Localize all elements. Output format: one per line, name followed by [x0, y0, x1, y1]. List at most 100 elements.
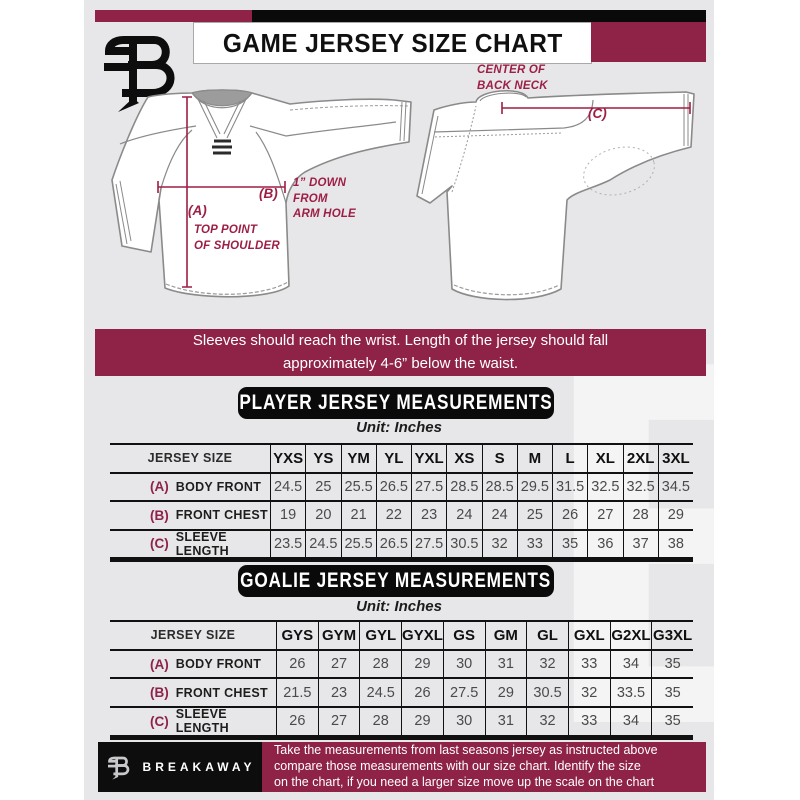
value-cell: 30.5: [446, 530, 482, 559]
row-label: SLEEVE LENGTH: [175, 708, 229, 736]
value-cell: 28: [359, 650, 402, 680]
value-cell: 32.5: [622, 473, 658, 502]
footer-line3: on the chart, if you need a larger size …: [274, 774, 655, 789]
value-cell: 32: [567, 679, 610, 709]
value-cell: 32.5: [587, 473, 623, 502]
size-header-cell: XS: [446, 445, 482, 474]
value-cell: 33: [567, 650, 610, 680]
fit-note-line2: approximately 4-6” below the waist.: [282, 354, 519, 372]
player-size-table: JERSEY SIZE YXS YS YM YL YXL XS S M L XL 2XL 3XL (A) B…: [110, 443, 693, 562]
size-header-cell: YS: [305, 445, 341, 474]
value-cell: 30: [442, 708, 485, 737]
value-cell: 25: [305, 473, 341, 502]
value-cell: 23: [317, 679, 360, 709]
row-label: BODY FRONT: [175, 657, 262, 672]
footer-line2: compare those measurements with our size…: [274, 759, 641, 774]
size-column-header: JERSEY SIZE: [110, 622, 276, 651]
size-header-cell: GYM: [317, 622, 360, 651]
value-cell: 27: [317, 650, 360, 680]
size-column-header: JERSEY SIZE: [110, 445, 270, 474]
value-cell: 29: [657, 502, 693, 531]
value-cell: 31.5: [552, 473, 588, 502]
value-cell: 25.5: [340, 473, 376, 502]
value-cell: 26: [552, 502, 588, 531]
goalie-unit-label: Unit: Inches: [356, 598, 442, 615]
footer-line1: Take the measurements from last seasons …: [274, 743, 658, 758]
value-cell: 27: [317, 708, 360, 737]
size-header-cell: GL: [526, 622, 568, 651]
size-header-cell: GXL: [567, 622, 610, 651]
value-cell: 29: [401, 650, 443, 680]
value-cell: 34.5: [657, 473, 693, 502]
row-label-cell: (A) BODY FRONT: [110, 474, 270, 502]
value-cell: 31: [484, 708, 527, 737]
size-header-cell: YXL: [411, 445, 447, 474]
front-jersey-diagram: [100, 86, 414, 314]
value-cell: 26.5: [375, 473, 411, 502]
value-cell: 28.5: [446, 473, 482, 502]
value-cell: 23.5: [270, 530, 306, 559]
fit-note-banner: Sleeves should reach the wrist. Length o…: [95, 329, 706, 376]
page-title: GAME JERSEY SIZE CHART: [222, 27, 563, 58]
row-label: SLEEVE LENGTH: [175, 530, 229, 558]
measure-c-key: (C): [588, 106, 607, 121]
row-label: BODY FRONT: [175, 479, 262, 494]
measure-a-key: (A): [188, 203, 207, 218]
row-key: (C): [150, 713, 169, 729]
brand-logo-icon: [90, 24, 198, 116]
size-header-cell: 3XL: [657, 445, 693, 474]
measure-c-note: CENTER OF BACK NECK: [477, 64, 548, 92]
value-cell: 29: [484, 679, 527, 709]
value-cell: 25.5: [340, 530, 376, 559]
size-header-cell: YM: [340, 445, 376, 474]
value-cell: 35: [552, 530, 588, 559]
size-header-cell: YL: [375, 445, 411, 474]
row-key: (A): [150, 656, 169, 672]
footer-brand-box: BREAKAWAY: [98, 742, 262, 792]
value-cell: 32: [526, 708, 568, 737]
value-cell: 28: [622, 502, 658, 531]
value-cell: 24: [446, 502, 482, 531]
value-cell: 30: [442, 650, 485, 680]
row-key: (C): [150, 536, 169, 552]
row-key: (A): [150, 479, 169, 495]
measure-b-note: 1” DOWN FROM ARM HOLE: [293, 177, 356, 221]
value-cell: 37: [622, 530, 658, 559]
row-label-cell: (B) FRONT CHEST: [110, 502, 270, 531]
value-cell: 25: [516, 502, 552, 531]
value-cell: 35: [651, 708, 693, 737]
header-black-bar: [252, 10, 706, 22]
measure-b-key: (B): [259, 186, 278, 201]
value-cell: 33: [516, 530, 552, 559]
size-header-cell: GM: [484, 622, 527, 651]
value-cell: 33.5: [609, 679, 652, 709]
size-header-cell: YXS: [270, 445, 306, 474]
value-cell: 24.5: [305, 530, 341, 559]
value-cell: 21: [340, 502, 376, 531]
row-label: FRONT CHEST: [175, 508, 268, 523]
value-cell: 36: [587, 530, 623, 559]
value-cell: 23: [411, 502, 447, 531]
row-label-cell: (C) SLEEVE LENGTH: [110, 708, 276, 737]
value-cell: 19: [270, 502, 306, 531]
value-cell: 26.5: [375, 530, 411, 559]
size-header-cell: M: [516, 445, 552, 474]
value-cell: 29.5: [516, 473, 552, 502]
value-cell: 28.5: [481, 473, 517, 502]
footer-logo-icon: [105, 752, 135, 782]
value-cell: 27.5: [411, 530, 447, 559]
value-cell: 22: [375, 502, 411, 531]
size-header-cell: 2XL: [622, 445, 658, 474]
value-cell: 27: [587, 502, 623, 531]
size-header-cell: GS: [442, 622, 485, 651]
value-cell: 31: [484, 650, 527, 680]
value-cell: 28: [359, 708, 402, 737]
player-section-heading: PLAYER JERSEY MEASUREMENTS: [238, 387, 554, 419]
value-cell: 32: [526, 650, 568, 680]
size-header-cell: L: [552, 445, 588, 474]
value-cell: 27.5: [411, 473, 447, 502]
value-cell: 20: [305, 502, 341, 531]
measure-a-note: TOP POINT OF SHOULDER: [194, 224, 280, 252]
footer-brand-name: BREAKAWAY: [142, 760, 256, 774]
